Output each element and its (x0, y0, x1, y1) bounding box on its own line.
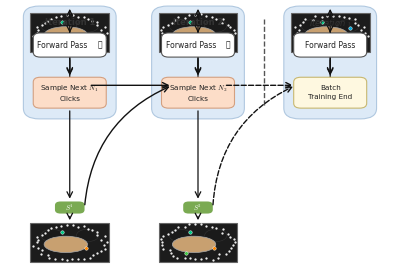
Ellipse shape (169, 229, 191, 242)
Text: Forward Pass: Forward Pass (38, 40, 88, 49)
Text: $S^1$: $S^1$ (65, 202, 74, 212)
Ellipse shape (76, 20, 99, 32)
FancyBboxPatch shape (152, 6, 244, 119)
FancyBboxPatch shape (33, 33, 106, 57)
Text: Iteration 1: Iteration 1 (45, 18, 95, 27)
Ellipse shape (44, 236, 88, 252)
Ellipse shape (172, 236, 216, 252)
Ellipse shape (44, 27, 88, 43)
FancyBboxPatch shape (162, 77, 234, 108)
Text: Forward Pass: Forward Pass (166, 40, 216, 49)
FancyBboxPatch shape (172, 78, 224, 92)
FancyBboxPatch shape (284, 6, 377, 119)
Ellipse shape (41, 20, 63, 32)
FancyBboxPatch shape (291, 14, 369, 52)
Text: Sample Next $N_1$
Clicks: Sample Next $N_1$ Clicks (40, 83, 99, 102)
Ellipse shape (205, 20, 227, 32)
FancyBboxPatch shape (158, 14, 238, 52)
Text: $S^0$: $S^0$ (65, 80, 74, 90)
Ellipse shape (169, 20, 191, 32)
Text: 🔒: 🔒 (226, 40, 230, 49)
Ellipse shape (41, 229, 63, 242)
FancyBboxPatch shape (55, 201, 85, 214)
Text: Iteration 2: Iteration 2 (173, 18, 223, 27)
FancyBboxPatch shape (30, 14, 109, 52)
Text: $(S^0,S^1)$: $(S^0,S^1)$ (186, 79, 210, 91)
Text: Sample Next $N_2$
Clicks: Sample Next $N_2$ Clicks (169, 83, 227, 102)
Text: Iteration $i$: Iteration $i$ (309, 17, 352, 28)
FancyBboxPatch shape (294, 77, 367, 108)
FancyBboxPatch shape (30, 223, 109, 262)
Text: Batch
Training End: Batch Training End (308, 85, 352, 100)
FancyBboxPatch shape (23, 6, 116, 119)
Text: $(S^0,...,S^{i-1})$: $(S^0,...,S^{i-1})$ (308, 79, 352, 91)
FancyBboxPatch shape (294, 33, 367, 57)
FancyBboxPatch shape (158, 223, 238, 262)
Text: Forward Pass: Forward Pass (305, 40, 355, 49)
Text: 🔒: 🔒 (98, 40, 102, 49)
FancyBboxPatch shape (183, 201, 213, 214)
Ellipse shape (205, 229, 227, 242)
Ellipse shape (337, 20, 359, 32)
FancyBboxPatch shape (296, 78, 365, 92)
Ellipse shape (301, 20, 324, 32)
FancyBboxPatch shape (33, 77, 106, 108)
Ellipse shape (172, 27, 216, 43)
FancyBboxPatch shape (51, 78, 88, 92)
FancyBboxPatch shape (162, 33, 234, 57)
Ellipse shape (76, 229, 99, 242)
Text: $S^2$: $S^2$ (194, 202, 202, 212)
Ellipse shape (305, 27, 348, 43)
